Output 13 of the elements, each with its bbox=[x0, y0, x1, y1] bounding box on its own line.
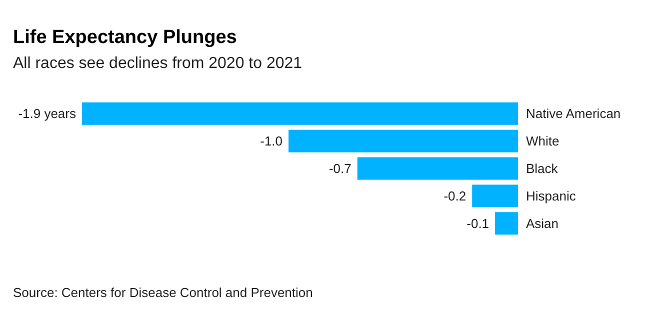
data-label: -0.1 bbox=[466, 216, 490, 231]
data-label: -0.2 bbox=[444, 188, 466, 204]
data-label: -1.0 bbox=[260, 134, 283, 149]
y-tick-label: Native American bbox=[526, 106, 621, 122]
source-note: Source: Centers for Disease Control and Prevention bbox=[13, 285, 313, 300]
y-tick-label: White bbox=[526, 134, 560, 149]
data-label: -0.7 bbox=[328, 161, 352, 176]
chart-title: Life Expectancy Plunges bbox=[13, 27, 237, 48]
y-tick-label: Asian bbox=[526, 216, 559, 231]
y-tick-label: Black bbox=[526, 161, 558, 176]
chart-subtitle: All races see declines from 2020 to 2021 bbox=[13, 55, 302, 72]
y-tick-label: Hispanic bbox=[526, 188, 576, 204]
data-label: -1.9 years bbox=[18, 106, 76, 122]
